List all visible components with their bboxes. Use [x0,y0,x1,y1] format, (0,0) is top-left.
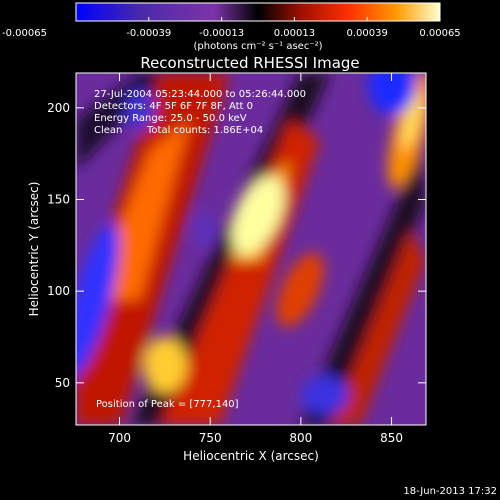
x-tick-label: 700 [108,431,131,445]
y-tick-label: 50 [55,376,70,390]
axis-ticks: 700 750 800 850 50 100 150 200 [47,73,426,445]
annotation-detectors: Detectors: 4F 5F 6F 7F 8F, Att 0 [94,101,253,112]
x-tick-label: 750 [199,431,222,445]
colorbar-tick-label: 0.00013 [274,28,315,39]
plot-frame [75,72,427,426]
annotation-peak: Position of Peak = [777,140] [96,399,239,410]
annotation-total-counts: Total counts: 1.86E+04 [146,125,263,136]
annotation-time-range: 27-Jul-2004 05:23:44.000 to 05:26:44.000 [94,89,306,100]
colorbar-unit-label: (photons cm⁻² s⁻¹ asec⁻²) [193,41,322,52]
y-tick-label: 200 [47,101,70,115]
x-axis-label: Heliocentric X (arcsec) [183,449,319,463]
colorbar-tick-label: 0.00039 [347,28,388,39]
timestamp: 18-Jun-2013 17:32 [403,486,497,497]
colorbar [75,2,441,22]
colorbar-tick-label: -0.00039 [126,28,171,39]
annotation-energy: Energy Range: 25.0 - 50.0 keV [94,113,247,124]
annotation-clean: Clean [94,125,122,136]
colorbar-tick-label: -0.00013 [199,28,244,39]
heatmap-image [76,73,426,425]
colorbar-ticks: -0.00065 -0.00039 -0.00013 0.00013 0.00039 0.… [2,17,461,39]
y-axis-label: Heliocentric Y (arcsec) [27,182,41,317]
x-tick-label: 850 [380,431,403,445]
y-tick-label: 100 [47,284,70,298]
chart-title: Reconstructed RHESSI Image [140,54,359,72]
colorbar-tick-label: 0.00065 [419,28,460,39]
x-tick-label: 800 [289,431,312,445]
colorbar-tick-label: -0.00065 [2,28,47,39]
y-tick-label: 150 [47,193,70,207]
